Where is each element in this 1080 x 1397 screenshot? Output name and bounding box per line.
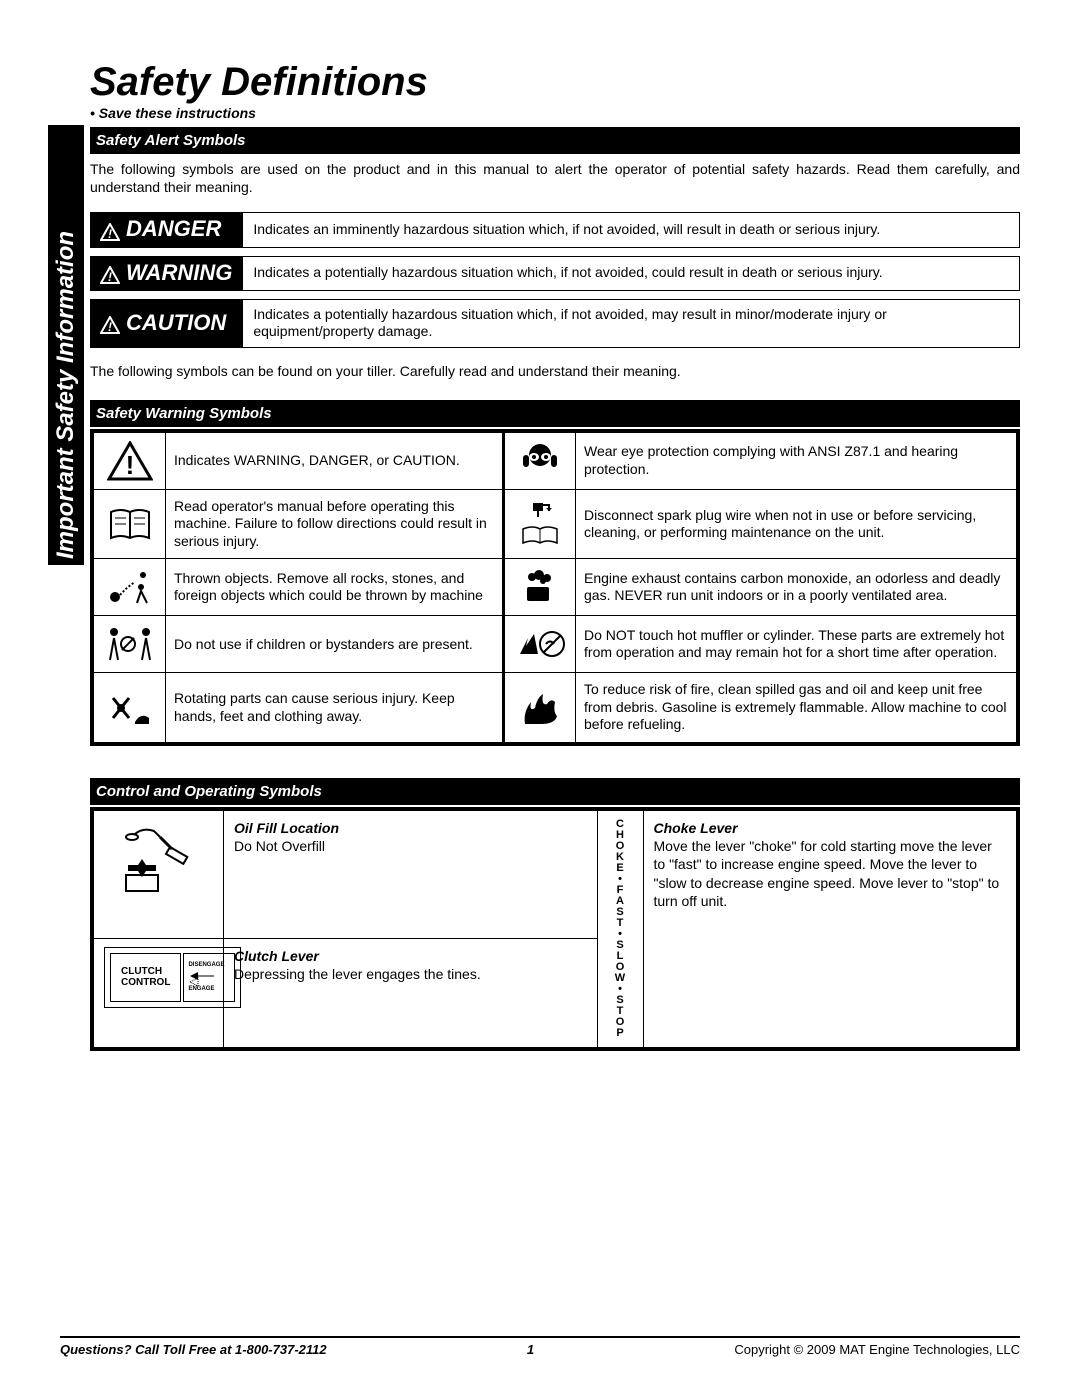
- warning-desc-hot: Do NOT touch hot muffler or cylinder. Th…: [576, 616, 1017, 673]
- warning-symbols-table: ! Indicates WARNING, DANGER, or CAUTION.…: [90, 429, 1020, 746]
- svg-text:!: !: [108, 270, 112, 284]
- section-header-alert: Safety Alert Symbols: [90, 127, 1020, 154]
- clutch-engage-label: ENGAGE: [188, 986, 224, 994]
- svg-text:!: !: [125, 450, 134, 480]
- page-footer: Questions? Call Toll Free at 1-800-737-2…: [60, 1336, 1020, 1357]
- rotating-parts-icon: [94, 673, 166, 743]
- alert-desc-caution: Indicates a potentially hazardous situat…: [242, 299, 1020, 348]
- svg-text:!: !: [108, 320, 112, 334]
- warning-desc-eye-protection: Wear eye protection complying with ANSI …: [576, 432, 1017, 489]
- control-choke-title: Choke Lever: [654, 819, 1007, 837]
- tiller-intro-text: The following symbols can be found on yo…: [90, 362, 1020, 380]
- alert-desc-warning: Indicates a potentially hazardous situat…: [242, 256, 1020, 291]
- save-instructions: • Save these instructions: [90, 105, 1020, 121]
- control-oil-title: Oil Fill Location: [234, 819, 587, 837]
- alert-label-danger-text: DANGER: [126, 216, 221, 241]
- alert-label-danger: ! DANGER: [90, 212, 242, 247]
- warning-desc-manual: Read operator's manual before operating …: [166, 489, 504, 559]
- alert-label-caution-text: CAUTION: [126, 310, 226, 335]
- clutch-control-icon: CLUTCH CONTROL DISENGAGE ENGAGE: [94, 938, 224, 1047]
- alert-desc-danger: Indicates an imminently hazardous situat…: [242, 212, 1020, 247]
- section-header-warning-symbols: Safety Warning Symbols: [90, 400, 1020, 427]
- clutch-main-label: CLUTCH CONTROL: [121, 966, 170, 987]
- oil-fill-icon: [94, 810, 224, 938]
- hot-surface-icon: [504, 616, 576, 673]
- footer-page: 1: [527, 1342, 534, 1357]
- control-clutch: Clutch Lever Depressing the lever engage…: [224, 938, 598, 1047]
- warning-triangle-icon: !: [100, 261, 120, 287]
- page-title: Safety Definitions: [90, 60, 1020, 105]
- warning-triangle-icon: !: [94, 432, 166, 489]
- control-clutch-desc: Depressing the lever engages the tines.: [234, 965, 587, 983]
- controls-table: Oil Fill Location Do Not Overfill CHOKE•…: [90, 807, 1020, 1051]
- control-oil-fill: Oil Fill Location Do Not Overfill: [224, 810, 598, 938]
- warning-desc-bystanders: Do not use if children or bystanders are…: [166, 616, 504, 673]
- alert-label-warning-text: WARNING: [126, 260, 232, 285]
- bystanders-icon: [94, 616, 166, 673]
- warning-desc-spark-plug: Disconnect spark plug wire when not in u…: [576, 489, 1017, 559]
- fire-icon: [504, 673, 576, 743]
- alert-intro-text: The following symbols are used on the pr…: [90, 160, 1020, 196]
- alert-table: ! DANGER Indicates an imminently hazardo…: [90, 204, 1020, 355]
- control-choke-desc: Move the lever "choke" for cold starting…: [654, 837, 1007, 910]
- alert-label-warning: ! WARNING: [90, 256, 242, 291]
- sidebar-safety-label: Important Safety Information: [48, 125, 84, 565]
- eye-ear-protection-icon: [504, 432, 576, 489]
- footer-questions: Questions? Call Toll Free at 1-800-737-2…: [60, 1342, 327, 1357]
- warning-desc-caution: Indicates WARNING, DANGER, or CAUTION.: [166, 432, 504, 489]
- alert-label-caution: ! CAUTION: [90, 299, 242, 348]
- manual-icon: [94, 489, 166, 559]
- control-oil-desc: Do Not Overfill: [234, 837, 587, 855]
- thrown-objects-icon: [94, 559, 166, 616]
- warning-desc-fire: To reduce risk of fire, clean spilled ga…: [576, 673, 1017, 743]
- spark-plug-icon: [504, 489, 576, 559]
- choke-levels-icon: CHOKE•FAST•SLOW•STOP: [597, 810, 643, 1047]
- control-choke: Choke Lever Move the lever "choke" for c…: [643, 810, 1017, 1047]
- warning-triangle-icon: !: [100, 218, 120, 244]
- control-clutch-title: Clutch Lever: [234, 947, 587, 965]
- section-header-controls: Control and Operating Symbols: [90, 778, 1020, 805]
- warning-desc-thrown: Thrown objects. Remove all rocks, stones…: [166, 559, 504, 616]
- exhaust-icon: [504, 559, 576, 616]
- footer-copyright: Copyright © 2009 MAT Engine Technologies…: [734, 1342, 1020, 1357]
- warning-triangle-icon: !: [100, 311, 120, 337]
- svg-text:!: !: [108, 227, 112, 241]
- warning-desc-rotating: Rotating parts can cause serious injury.…: [166, 673, 504, 743]
- warning-desc-exhaust: Engine exhaust contains carbon monoxide,…: [576, 559, 1017, 616]
- clutch-disengage-label: DISENGAGE: [188, 962, 224, 970]
